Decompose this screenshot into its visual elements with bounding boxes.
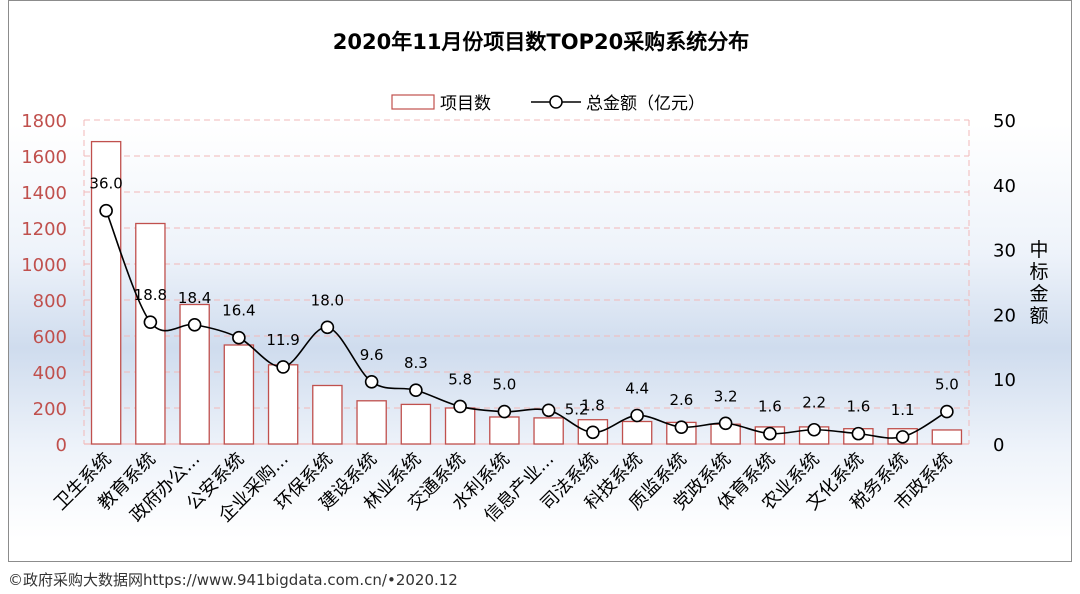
bar-5 xyxy=(267,364,299,445)
chart-title: 2020年11月份项目数TOP20采购系统分布 xyxy=(333,30,749,54)
footer-credit: ©政府采购大数据网https://www.941bigdata.com.cn/•… xyxy=(8,571,458,589)
amount-point-9 xyxy=(453,399,467,414)
y-right-tick-label: 40 xyxy=(993,176,1016,197)
bar-9 xyxy=(444,407,476,445)
y-left-tick-label: 1200 xyxy=(21,219,67,240)
amount-point-18 xyxy=(851,426,866,441)
amount-data-label: 18.8 xyxy=(134,286,167,304)
amount-data-label: 1.8 xyxy=(581,396,605,414)
amount-data-label: 8.3 xyxy=(404,354,428,372)
amount-data-label: 2.6 xyxy=(669,391,693,409)
chart-frame: 2020年11月份项目数TOP20采购系统分布 项目数 总金额（亿元） 0 200 400… xyxy=(8,0,1072,562)
legend-line-label: 总金额（亿元） xyxy=(586,94,705,114)
amount-data-label: 5.8 xyxy=(448,370,472,388)
amount-data-label: 5.0 xyxy=(935,376,959,394)
y-left-tick-label: 1800 xyxy=(21,111,67,132)
y-right-tick-label: 20 xyxy=(993,305,1016,326)
amount-point-12 xyxy=(586,425,600,440)
legend-bar-swatch xyxy=(391,94,435,110)
legend-line-marker xyxy=(549,95,563,109)
y-left-tick-label: 200 xyxy=(33,399,67,420)
amount-point-3 xyxy=(187,317,202,332)
y-left-tick-label: 0 xyxy=(56,435,67,456)
amount-data-label: 16.4 xyxy=(222,302,255,320)
y-right-tick-label: 30 xyxy=(993,241,1016,262)
y-right-tick-label: 50 xyxy=(993,111,1016,132)
y-right-axis-title-char: 标 xyxy=(1029,261,1048,283)
amount-point-7 xyxy=(364,374,379,389)
amount-point-19 xyxy=(895,430,910,444)
bar-8 xyxy=(400,403,432,445)
y-right-axis-title-char: 额 xyxy=(1029,305,1048,327)
legend-bar-label: 项目数 xyxy=(440,94,491,114)
y-right-tick-label: 10 xyxy=(993,370,1016,391)
amount-data-label: 1.6 xyxy=(758,398,782,416)
bar-7 xyxy=(356,400,387,445)
amount-data-label: 4.4 xyxy=(625,379,649,397)
amount-point-15 xyxy=(718,416,733,431)
y-left-tick-label: 600 xyxy=(33,327,67,348)
amount-point-13 xyxy=(630,408,644,423)
amount-data-label: 11.9 xyxy=(266,331,299,349)
bar-10 xyxy=(489,416,520,445)
amount-point-5 xyxy=(276,360,290,374)
amount-data-label: 1.6 xyxy=(846,398,870,416)
y-right-axis-title-char: 金 xyxy=(1029,283,1048,305)
amount-data-label: 18.4 xyxy=(178,289,211,307)
y-left-tick-label: 400 xyxy=(33,363,67,384)
amount-data-label: 36.0 xyxy=(89,175,122,193)
y-left-tick-label: 1000 xyxy=(21,255,67,276)
amount-point-17 xyxy=(807,422,821,437)
amount-data-label: 9.6 xyxy=(360,346,384,364)
bar-20 xyxy=(931,429,963,445)
amount-point-11 xyxy=(541,403,556,418)
amount-point-10 xyxy=(497,404,512,419)
bar-2 xyxy=(135,222,166,445)
amount-point-14 xyxy=(674,420,689,434)
bar-11 xyxy=(533,417,564,445)
amount-point-8 xyxy=(409,383,423,398)
amount-point-6 xyxy=(320,320,335,335)
amount-point-2 xyxy=(143,315,158,329)
amount-point-16 xyxy=(763,426,777,441)
y-left-tick-label: 1400 xyxy=(21,183,67,204)
bar-4 xyxy=(223,344,255,445)
y-left-tick-label: 1600 xyxy=(21,147,67,168)
y-right-axis-title-char: 中 xyxy=(1029,239,1048,261)
y-right-tick-label: 0 xyxy=(993,435,1004,456)
y-left-tick-label: 800 xyxy=(33,291,67,312)
amount-data-label: 1.1 xyxy=(891,401,915,419)
amount-data-label: 5.0 xyxy=(492,376,516,394)
amount-point-1 xyxy=(99,203,113,218)
amount-data-label: 2.2 xyxy=(802,394,826,412)
amount-data-label: 18.0 xyxy=(311,291,344,309)
bar-13 xyxy=(621,420,653,445)
amount-data-label: 3.2 xyxy=(714,387,738,405)
amount-point-4 xyxy=(232,330,246,345)
bar-1 xyxy=(90,140,122,445)
amount-point-20 xyxy=(940,404,954,419)
amount-data-label: 5.2 xyxy=(565,400,589,418)
bar-6 xyxy=(312,384,343,445)
